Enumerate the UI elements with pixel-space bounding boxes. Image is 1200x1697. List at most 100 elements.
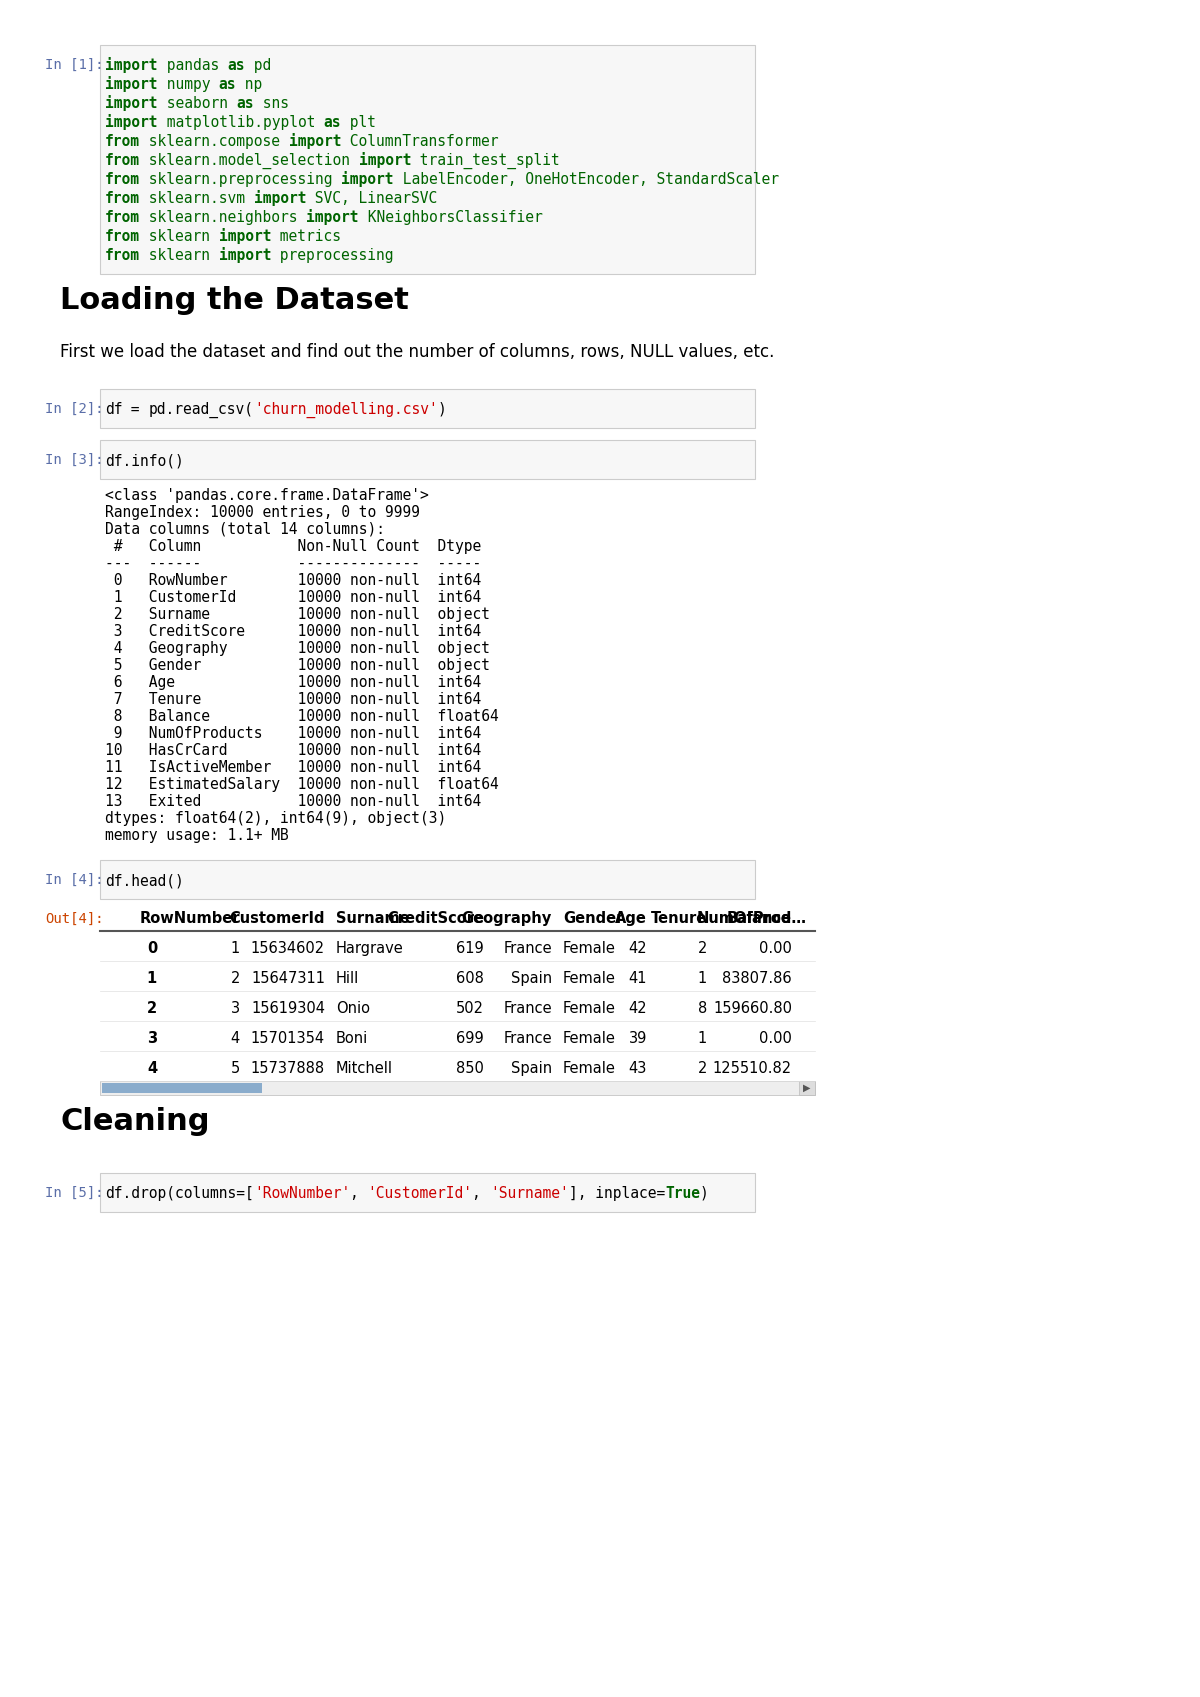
Text: #   Column           Non-Null Count  Dtype: # Column Non-Null Count Dtype: [106, 540, 499, 553]
FancyBboxPatch shape: [100, 860, 755, 899]
Text: df: df: [106, 402, 122, 417]
Text: import: import: [106, 58, 157, 73]
FancyBboxPatch shape: [100, 440, 755, 479]
Text: 125510.82: 125510.82: [713, 1061, 792, 1076]
FancyBboxPatch shape: [100, 1050, 815, 1081]
FancyBboxPatch shape: [100, 905, 815, 932]
Text: train_test_split: train_test_split: [412, 153, 560, 170]
Text: ---  ------           --------------  -----: --- ------ -------------- -----: [106, 557, 499, 570]
Text: CustomerId: CustomerId: [229, 911, 325, 927]
Text: RowNumber: RowNumber: [139, 911, 240, 927]
Text: 5: 5: [230, 1061, 240, 1076]
Text: =: =: [122, 402, 149, 417]
Text: as: as: [228, 58, 245, 73]
Text: memory usage: 1.1+ MB: memory usage: 1.1+ MB: [106, 828, 289, 843]
Text: 502: 502: [456, 1001, 484, 1017]
Text: 2: 2: [697, 942, 707, 955]
Text: pandas: pandas: [157, 58, 228, 73]
Text: First we load the dataset and find out the number of columns, rows, NULL values,: First we load the dataset and find out t…: [60, 343, 774, 361]
Text: Cleaning: Cleaning: [60, 1106, 210, 1135]
FancyBboxPatch shape: [100, 932, 815, 961]
Text: as: as: [218, 76, 236, 92]
Text: import: import: [218, 227, 271, 244]
Text: LabelEncoder, OneHotEncoder, StandardScaler: LabelEncoder, OneHotEncoder, StandardSca…: [394, 171, 779, 187]
Text: sklearn.model_selection: sklearn.model_selection: [140, 153, 359, 170]
Text: 159660.80: 159660.80: [713, 1001, 792, 1017]
Text: France: France: [503, 1001, 552, 1017]
Text: ▶: ▶: [803, 1083, 811, 1093]
Text: 83807.86: 83807.86: [722, 971, 792, 986]
Text: 1   CustomerId       10000 non-null  int64: 1 CustomerId 10000 non-null int64: [106, 591, 499, 606]
Text: dtypes: float64(2), int64(9), object(3): dtypes: float64(2), int64(9), object(3): [106, 811, 446, 826]
FancyBboxPatch shape: [100, 1173, 755, 1212]
Text: 41: 41: [629, 971, 647, 986]
FancyBboxPatch shape: [100, 389, 755, 428]
Text: sklearn.preprocessing: sklearn.preprocessing: [140, 171, 341, 187]
Text: import: import: [289, 132, 341, 149]
Text: from: from: [106, 134, 140, 149]
FancyBboxPatch shape: [100, 1081, 815, 1095]
Text: 699: 699: [456, 1032, 484, 1045]
FancyBboxPatch shape: [799, 1081, 815, 1095]
FancyBboxPatch shape: [100, 961, 815, 991]
Text: 2: 2: [697, 1061, 707, 1076]
Text: from: from: [106, 153, 140, 168]
Text: 'CustomerId': 'CustomerId': [367, 1186, 473, 1201]
Text: 3: 3: [230, 1001, 240, 1017]
Text: preprocessing: preprocessing: [271, 248, 394, 263]
Text: ): ): [438, 402, 446, 417]
Text: df.info(): df.info(): [106, 453, 184, 468]
Text: CreditScore: CreditScore: [386, 911, 484, 927]
FancyBboxPatch shape: [100, 991, 815, 1022]
Text: np: np: [236, 76, 263, 92]
FancyBboxPatch shape: [100, 1022, 815, 1050]
Text: Onio: Onio: [336, 1001, 370, 1017]
Text: 'churn_modelling.csv': 'churn_modelling.csv': [253, 402, 438, 417]
Text: import: import: [218, 248, 271, 263]
Text: 1: 1: [697, 1032, 707, 1045]
Text: 3   CreditScore      10000 non-null  int64: 3 CreditScore 10000 non-null int64: [106, 624, 499, 640]
Text: Boni: Boni: [336, 1032, 368, 1045]
Text: ], inplace=: ], inplace=: [569, 1186, 665, 1201]
Text: Female: Female: [563, 942, 616, 955]
Text: RangeIndex: 10000 entries, 0 to 9999: RangeIndex: 10000 entries, 0 to 9999: [106, 506, 420, 519]
Text: 1: 1: [697, 971, 707, 986]
Text: matplotlib.pyplot: matplotlib.pyplot: [157, 115, 324, 131]
Text: Spain: Spain: [511, 971, 552, 986]
Text: 15634602: 15634602: [251, 942, 325, 955]
Text: from: from: [106, 171, 140, 187]
Text: 42: 42: [629, 942, 647, 955]
Text: import: import: [106, 95, 157, 110]
Text: plt: plt: [341, 115, 377, 131]
Text: ): ): [700, 1186, 709, 1201]
Text: Female: Female: [563, 971, 616, 986]
Text: Balance: Balance: [727, 911, 792, 927]
Text: 0   RowNumber        10000 non-null  int64: 0 RowNumber 10000 non-null int64: [106, 574, 499, 587]
Text: Age: Age: [616, 911, 647, 927]
Text: 15647311: 15647311: [251, 971, 325, 986]
Text: sklearn.svm: sklearn.svm: [140, 192, 253, 205]
Text: 619: 619: [456, 942, 484, 955]
Text: import: import: [359, 153, 412, 168]
Text: Female: Female: [563, 1032, 616, 1045]
Text: 5   Gender           10000 non-null  object: 5 Gender 10000 non-null object: [106, 658, 499, 674]
Text: 8: 8: [697, 1001, 707, 1017]
Text: 4   Geography        10000 non-null  object: 4 Geography 10000 non-null object: [106, 641, 499, 657]
Text: In [5]:: In [5]:: [46, 1186, 103, 1200]
Text: import: import: [341, 171, 394, 187]
Text: 15619304: 15619304: [251, 1001, 325, 1017]
Text: In [4]:: In [4]:: [46, 874, 103, 888]
Text: Loading the Dataset: Loading the Dataset: [60, 287, 409, 316]
Text: France: France: [503, 1032, 552, 1045]
Text: 850: 850: [456, 1061, 484, 1076]
Text: pd.read_csv(: pd.read_csv(: [149, 402, 253, 417]
Text: 1: 1: [230, 942, 240, 955]
Text: 3: 3: [146, 1032, 157, 1045]
Text: Female: Female: [563, 1061, 616, 1076]
Text: from: from: [106, 192, 140, 205]
Text: ,: ,: [350, 1186, 367, 1201]
Text: Mitchell: Mitchell: [336, 1061, 394, 1076]
Text: 8   Balance          10000 non-null  float64: 8 Balance 10000 non-null float64: [106, 709, 499, 725]
Text: 7   Tenure           10000 non-null  int64: 7 Tenure 10000 non-null int64: [106, 692, 499, 708]
Text: 11   IsActiveMember   10000 non-null  int64: 11 IsActiveMember 10000 non-null int64: [106, 760, 499, 776]
